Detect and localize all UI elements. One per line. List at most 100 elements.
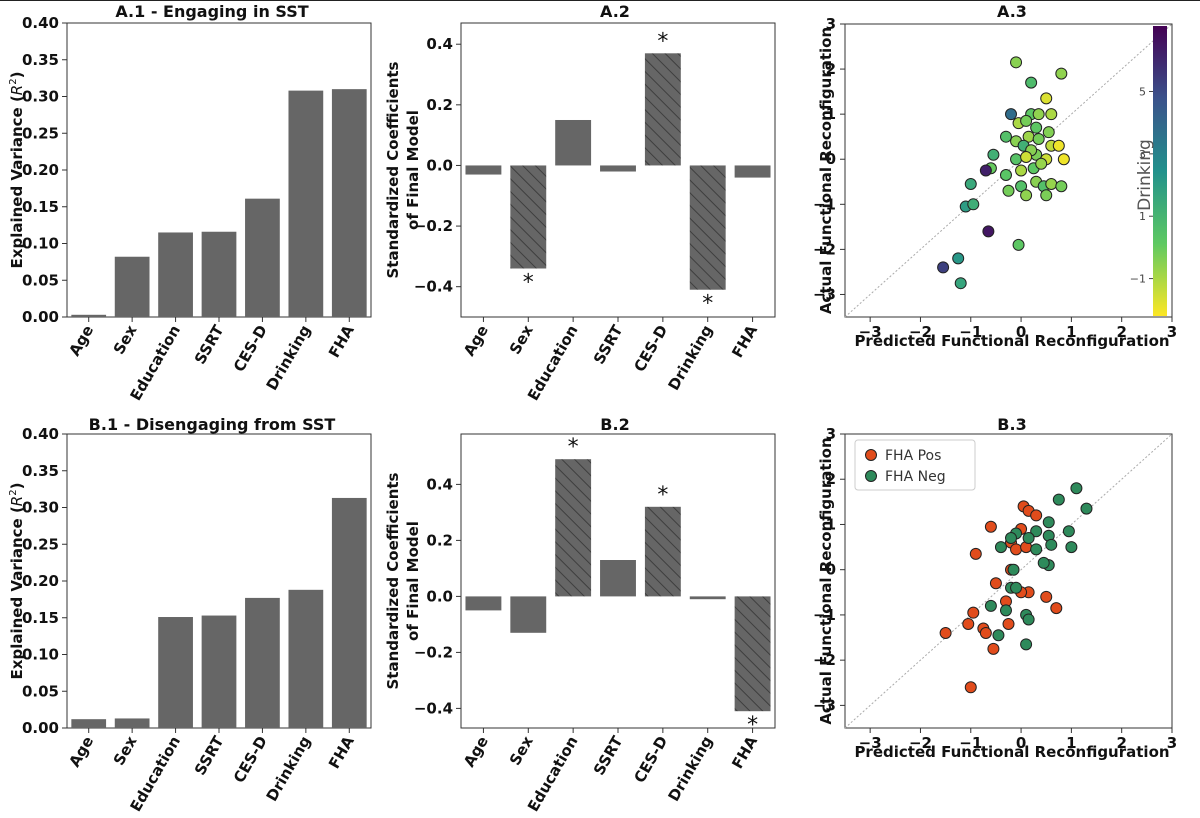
x-tick-label: SSRT bbox=[191, 732, 228, 778]
bar-sex bbox=[114, 718, 150, 728]
bar-fha bbox=[734, 596, 771, 712]
scatter-point bbox=[1040, 189, 1053, 202]
y-axis-label-line2: of Final Model bbox=[404, 110, 422, 230]
y-axis-label: Explained Variance (R2) bbox=[8, 483, 26, 680]
y-axis-label-line2: of Final Model bbox=[404, 521, 422, 641]
panel-b3: −3 −3 −2 −2 −1 −1 0 0 1 1 2 2 3 3 FHA Pos FHA Neg B.3 Pre… bbox=[813, 415, 1177, 761]
scatter-point-fha-pos bbox=[939, 627, 952, 640]
y-axis-label-close: ) bbox=[8, 72, 26, 79]
x-tick-label: Age bbox=[65, 322, 97, 359]
y-axis-label: Standardized Coefficients bbox=[384, 61, 402, 278]
colorbar bbox=[1153, 26, 1167, 316]
y-axis-label-text: Explained Variance ( bbox=[8, 95, 26, 268]
bar-ssrt bbox=[600, 165, 636, 172]
colorbar-tick-label: 3 bbox=[1139, 148, 1146, 161]
x-tick-label: Drinking bbox=[664, 322, 716, 394]
y-tick-label: 0.25 bbox=[22, 124, 59, 142]
bar-drinking bbox=[689, 596, 726, 600]
significance-star: * bbox=[747, 713, 758, 738]
scatter-point bbox=[1010, 153, 1023, 166]
scatter-point bbox=[1040, 92, 1053, 105]
scatter-point bbox=[1012, 238, 1025, 251]
colorbar-tick-label: 1 bbox=[1139, 210, 1146, 223]
y-axis-label: Actual Functional Reconfiguration bbox=[817, 27, 835, 314]
chart-title: B.2 bbox=[600, 415, 629, 434]
x-tick-label: −2 bbox=[909, 323, 932, 341]
scatter-point bbox=[1052, 139, 1065, 152]
y-tick-label: 0.10 bbox=[22, 646, 59, 664]
y-tick-label: 0.35 bbox=[22, 462, 59, 480]
y-tick-label: 0.00 bbox=[22, 308, 59, 326]
scatter-point-fha-neg bbox=[999, 604, 1012, 617]
bar-drinking bbox=[288, 90, 324, 318]
significance-star: * bbox=[702, 292, 713, 317]
scatter-point-fha-neg bbox=[984, 599, 997, 612]
y-tick-label: 0.15 bbox=[22, 198, 59, 216]
y-tick-label: 0.00 bbox=[22, 719, 59, 737]
scatter-point bbox=[1045, 108, 1058, 121]
scatter-point-fha-pos bbox=[1030, 509, 1043, 522]
scatter-point bbox=[1055, 67, 1068, 80]
bar-education bbox=[158, 617, 193, 728]
y-tick-label: 3 bbox=[826, 425, 836, 443]
bar-age bbox=[465, 596, 502, 611]
y-axis-label-superscript: 2 bbox=[8, 489, 19, 495]
y-tick-label: −0.4 bbox=[414, 699, 453, 717]
y-tick-label: 0.40 bbox=[22, 14, 59, 32]
bar-ces-d bbox=[245, 198, 280, 317]
y-tick-label: 2 bbox=[826, 60, 836, 78]
y-tick-label: 0.25 bbox=[22, 535, 59, 553]
scatter-point bbox=[937, 261, 950, 274]
bar-age bbox=[71, 314, 107, 317]
y-tick-label: 0.15 bbox=[22, 609, 59, 627]
y-tick-label: 3 bbox=[826, 15, 836, 33]
x-tick-label: Sex bbox=[506, 733, 537, 769]
x-tick-label: CES-D bbox=[630, 322, 671, 375]
chart-title: B.3 bbox=[997, 415, 1026, 434]
x-tick-label: CES-D bbox=[630, 733, 671, 786]
x-tick-label: CES-D bbox=[230, 733, 271, 786]
y-tick-label: 0.05 bbox=[22, 682, 59, 700]
x-tick-label: 1 bbox=[1066, 323, 1076, 341]
y-tick-label: 0.20 bbox=[22, 572, 59, 590]
scatter-point-fha-pos bbox=[979, 627, 992, 640]
x-tick-label: 0 bbox=[1016, 734, 1026, 752]
y-tick-label: 0.10 bbox=[22, 235, 59, 253]
scatter-point bbox=[982, 225, 995, 238]
scatter-point bbox=[1015, 164, 1028, 177]
x-tick-label: Sex bbox=[110, 322, 141, 358]
bar-drinking bbox=[288, 589, 324, 728]
bar-fha bbox=[734, 165, 771, 178]
significance-star: * bbox=[568, 435, 579, 460]
y-tick-label: 0.30 bbox=[22, 499, 59, 517]
bar-ssrt bbox=[201, 231, 237, 317]
scatter-point-fha-pos bbox=[967, 606, 980, 619]
x-tick-label: FHA bbox=[728, 322, 761, 361]
y-axis-label: Explained Variance (R2) bbox=[8, 72, 26, 269]
scatter-point-fha-neg bbox=[1022, 532, 1035, 545]
y-tick-label: 2 bbox=[826, 470, 836, 488]
scatter-point-fha-pos bbox=[1050, 602, 1063, 615]
scatter-point-fha-pos bbox=[1002, 617, 1015, 630]
scatter-point-fha-neg bbox=[992, 629, 1005, 642]
legend-marker bbox=[865, 449, 877, 461]
scatter-point bbox=[1025, 76, 1038, 89]
x-tick-label: SSRT bbox=[191, 321, 228, 367]
y-tick-label: 0.40 bbox=[22, 425, 59, 443]
scatter-point-fha-pos bbox=[964, 681, 977, 694]
chart-title: A.2 bbox=[600, 2, 630, 21]
scatter-point bbox=[954, 277, 967, 290]
x-tick-label: Drinking bbox=[263, 733, 315, 805]
x-tick-label: 2 bbox=[1116, 734, 1126, 752]
scatter-point-fha-neg bbox=[1022, 613, 1035, 626]
y-tick-label: −1 bbox=[813, 606, 836, 624]
chart-title: A.3 bbox=[997, 2, 1027, 21]
x-tick-label: −3 bbox=[859, 734, 882, 752]
significance-star: * bbox=[657, 29, 668, 54]
y-tick-label: −3 bbox=[813, 696, 836, 714]
scatter-point bbox=[952, 252, 965, 265]
colorbar-tick-label: −1 bbox=[1130, 273, 1146, 286]
y-tick-label: 1 bbox=[826, 105, 836, 123]
panel-a3: −3 −3 −2 −2 −1 −1 0 0 1 1 2 2 3 3 −1 1 3 5 Drinking A.3 Pred… bbox=[813, 2, 1177, 350]
